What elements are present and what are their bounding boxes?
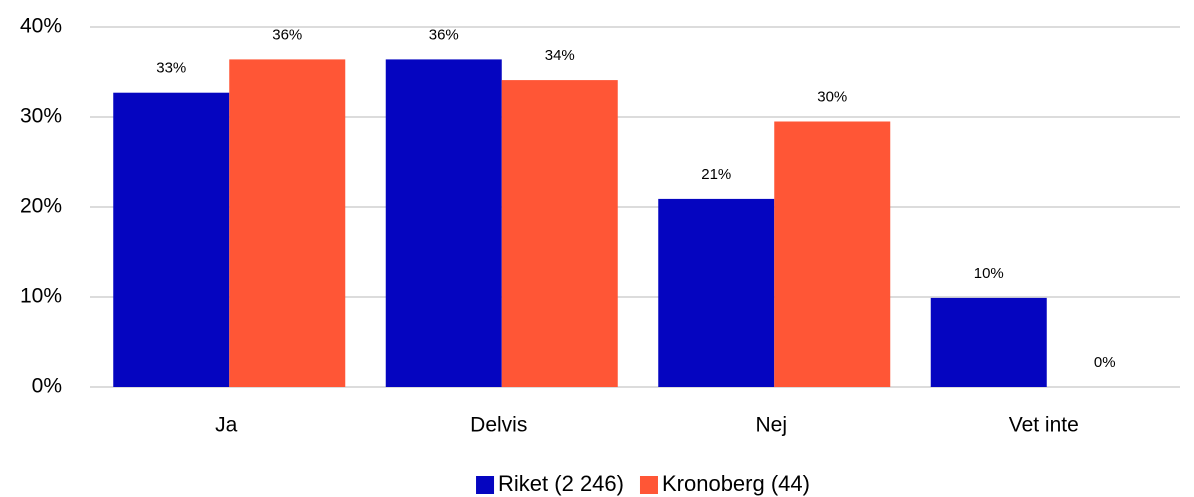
data-label: 33% xyxy=(156,60,186,77)
bar xyxy=(385,59,502,388)
legend-swatch xyxy=(476,476,495,494)
bar xyxy=(501,80,618,387)
bar xyxy=(930,297,1047,387)
legend-label: Kronoberg (44) xyxy=(662,471,810,496)
y-tick-label: 30% xyxy=(20,105,62,128)
y-tick-label: 0% xyxy=(32,375,62,398)
bar xyxy=(113,92,230,387)
data-label: 30% xyxy=(817,88,847,105)
y-tick-label: 40% xyxy=(20,15,62,38)
x-tick-label: Ja xyxy=(215,414,238,437)
data-label: 21% xyxy=(701,166,731,183)
data-label: 34% xyxy=(545,47,575,64)
x-tick-label: Delvis xyxy=(470,414,527,437)
x-tick-label: Nej xyxy=(755,414,787,437)
bar xyxy=(774,121,891,387)
legend-swatch xyxy=(639,476,658,494)
x-tick-label: Vet inte xyxy=(1009,414,1079,437)
data-label: 36% xyxy=(272,26,302,43)
data-label: 10% xyxy=(974,265,1004,282)
y-tick-label: 10% xyxy=(20,285,62,308)
data-label: 0% xyxy=(1094,354,1116,371)
legend-label: Riket (2 246) xyxy=(498,471,624,496)
bar xyxy=(229,59,346,388)
data-label: 36% xyxy=(429,26,459,43)
bar xyxy=(658,198,775,387)
y-tick-label: 20% xyxy=(20,195,62,218)
